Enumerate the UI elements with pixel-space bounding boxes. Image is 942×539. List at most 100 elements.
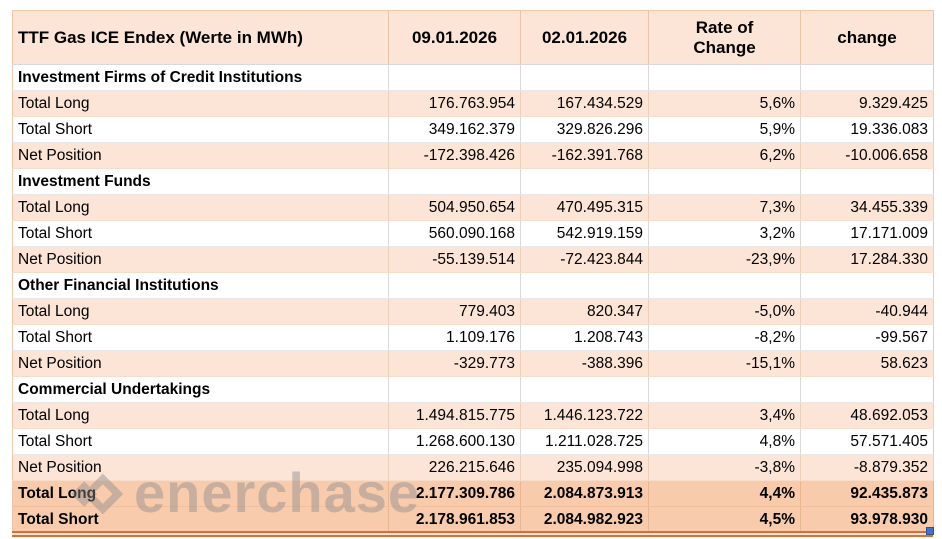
row-label-cell[interactable]: Total Short — [12, 116, 389, 143]
value-cell[interactable]: 470.495.315 — [520, 194, 649, 221]
empty-cell[interactable] — [800, 64, 934, 91]
empty-cell[interactable] — [800, 168, 934, 195]
change-cell[interactable]: -8.879.352 — [800, 454, 934, 481]
empty-cell[interactable] — [648, 64, 801, 91]
empty-cell[interactable] — [520, 376, 649, 403]
row-label-cell[interactable]: Total Short — [12, 324, 389, 351]
rate-cell[interactable]: 4,5% — [648, 506, 801, 533]
rate-cell[interactable]: 5,9% — [648, 116, 801, 143]
row-label-cell[interactable]: Net Position — [12, 246, 389, 273]
value-cell[interactable]: 2.084.873.913 — [520, 480, 649, 507]
row-label-cell[interactable]: Total Short — [12, 506, 389, 533]
section-label-cell[interactable]: Investment Funds — [12, 168, 389, 195]
row-label-cell[interactable]: Net Position — [12, 454, 389, 481]
section-label-cell[interactable]: Commercial Undertakings — [12, 376, 389, 403]
value-cell[interactable]: 1.446.123.722 — [520, 402, 649, 429]
change-cell[interactable]: 48.692.053 — [800, 402, 934, 429]
value-cell[interactable]: 235.094.998 — [520, 454, 649, 481]
row-label-cell[interactable]: Total Long — [12, 90, 389, 117]
empty-cell[interactable] — [800, 376, 934, 403]
value-cell[interactable]: 1.208.743 — [520, 324, 649, 351]
value-cell[interactable]: -388.396 — [520, 350, 649, 377]
empty-cell[interactable] — [388, 64, 521, 91]
rate-cell[interactable]: -23,9% — [648, 246, 801, 273]
value-cell[interactable]: 1.268.600.130 — [388, 428, 521, 455]
change-cell[interactable]: 58.623 — [800, 350, 934, 377]
value-cell[interactable]: 167.434.529 — [520, 90, 649, 117]
section-row: Investment Funds — [12, 168, 934, 195]
change-cell[interactable]: 9.329.425 — [800, 90, 934, 117]
row-label-cell[interactable]: Total Short — [12, 428, 389, 455]
value-cell[interactable]: -162.391.768 — [520, 142, 649, 169]
row-label-cell[interactable]: Total Short — [12, 220, 389, 247]
row-label-cell[interactable]: Total Long — [12, 402, 389, 429]
empty-cell[interactable] — [520, 272, 649, 299]
change-cell[interactable]: 19.336.083 — [800, 116, 934, 143]
data-row: Total Long 176.763.954 167.434.529 5,6% … — [12, 90, 934, 117]
row-label-cell[interactable]: Total Long — [12, 194, 389, 221]
header-change-cell[interactable]: change — [800, 10, 934, 65]
value-cell[interactable]: 1.109.176 — [388, 324, 521, 351]
value-cell[interactable]: -72.423.844 — [520, 246, 649, 273]
change-cell[interactable]: 17.284.330 — [800, 246, 934, 273]
value-cell[interactable]: 226.215.646 — [388, 454, 521, 481]
header-date2-cell[interactable]: 02.01.2026 — [520, 10, 649, 65]
value-cell[interactable]: 1.211.028.725 — [520, 428, 649, 455]
value-cell[interactable]: 176.763.954 — [388, 90, 521, 117]
value-cell[interactable]: 349.162.379 — [388, 116, 521, 143]
rate-cell[interactable]: 5,6% — [648, 90, 801, 117]
value-cell[interactable]: -55.139.514 — [388, 246, 521, 273]
section-label-cell[interactable]: Other Financial Institutions — [12, 272, 389, 299]
section-label-cell[interactable]: Investment Firms of Credit Institutions — [12, 64, 389, 91]
change-cell[interactable]: -40.944 — [800, 298, 934, 325]
rate-cell[interactable]: -8,2% — [648, 324, 801, 351]
data-row: Total Short 349.162.379 329.826.296 5,9%… — [12, 116, 934, 143]
row-label-cell[interactable]: Total Long — [12, 298, 389, 325]
empty-cell[interactable] — [800, 272, 934, 299]
change-cell[interactable]: -10.006.658 — [800, 142, 934, 169]
empty-cell[interactable] — [648, 272, 801, 299]
value-cell[interactable]: 779.403 — [388, 298, 521, 325]
selection-fill-handle[interactable] — [926, 527, 934, 535]
rate-cell[interactable]: 4,4% — [648, 480, 801, 507]
rate-cell[interactable]: -15,1% — [648, 350, 801, 377]
value-cell[interactable]: 820.347 — [520, 298, 649, 325]
empty-cell[interactable] — [648, 168, 801, 195]
rate-cell[interactable]: 6,2% — [648, 142, 801, 169]
empty-cell[interactable] — [520, 64, 649, 91]
row-label-cell[interactable]: Net Position — [12, 142, 389, 169]
change-cell[interactable]: 93.978.930 — [800, 506, 934, 533]
empty-cell[interactable] — [388, 168, 521, 195]
empty-cell[interactable] — [388, 272, 521, 299]
value-cell[interactable]: 2.178.961.853 — [388, 506, 521, 533]
empty-cell[interactable] — [388, 376, 521, 403]
value-cell[interactable]: 2.084.982.923 — [520, 506, 649, 533]
change-cell[interactable]: 92.435.873 — [800, 480, 934, 507]
value-cell[interactable]: 1.494.815.775 — [388, 402, 521, 429]
value-cell[interactable]: -329.773 — [388, 350, 521, 377]
value-cell[interactable]: 2.177.309.786 — [388, 480, 521, 507]
empty-cell[interactable] — [648, 376, 801, 403]
rate-cell[interactable]: 3,4% — [648, 402, 801, 429]
value-cell[interactable]: -172.398.426 — [388, 142, 521, 169]
value-cell[interactable]: 542.919.159 — [520, 220, 649, 247]
rate-cell[interactable]: -3,8% — [648, 454, 801, 481]
value-cell[interactable]: 329.826.296 — [520, 116, 649, 143]
header-date1-cell[interactable]: 09.01.2026 — [388, 10, 521, 65]
change-cell[interactable]: 57.571.405 — [800, 428, 934, 455]
value-cell[interactable]: 560.090.168 — [388, 220, 521, 247]
rate-cell[interactable]: 3,2% — [648, 220, 801, 247]
rate-cell[interactable]: -5,0% — [648, 298, 801, 325]
row-label-cell[interactable]: Total Long — [12, 480, 389, 507]
rate-cell[interactable]: 4,8% — [648, 428, 801, 455]
change-cell[interactable]: 34.455.339 — [800, 194, 934, 221]
row-label-cell[interactable]: Net Position — [12, 350, 389, 377]
table-title-cell[interactable]: TTF Gas ICE Endex (Werte in MWh) — [12, 10, 389, 65]
empty-cell[interactable] — [520, 168, 649, 195]
rate-cell[interactable]: 7,3% — [648, 194, 801, 221]
data-row: Total Long 504.950.654 470.495.315 7,3% … — [12, 194, 934, 221]
change-cell[interactable]: -99.567 — [800, 324, 934, 351]
value-cell[interactable]: 504.950.654 — [388, 194, 521, 221]
header-rate-of-change-cell[interactable]: Rate of Change — [648, 10, 801, 65]
change-cell[interactable]: 17.171.009 — [800, 220, 934, 247]
